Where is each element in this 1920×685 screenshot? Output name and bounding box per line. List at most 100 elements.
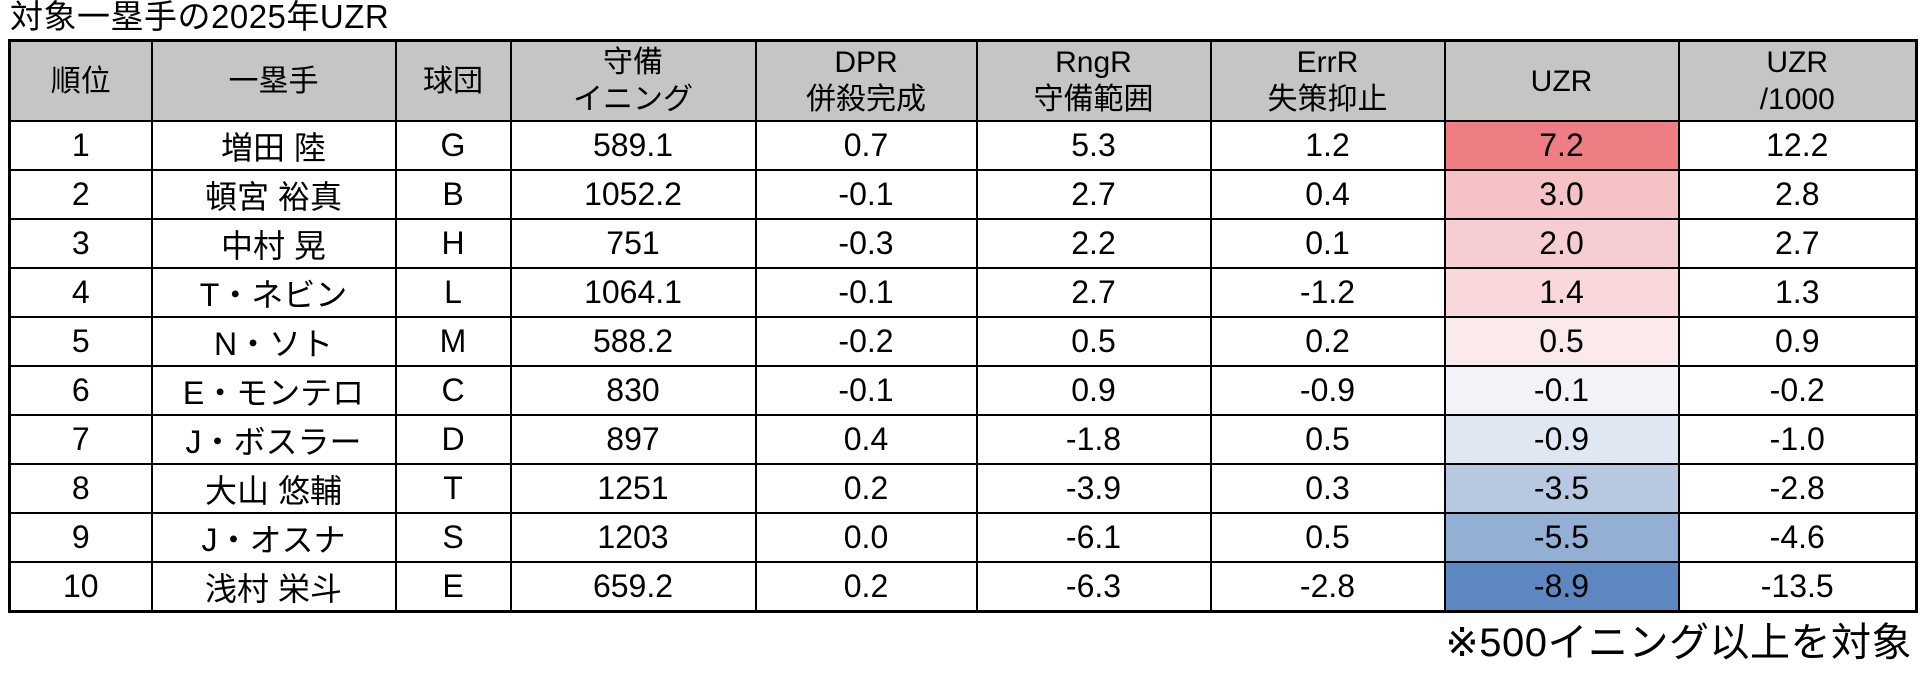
header-line1: RngR: [1055, 46, 1132, 79]
cell-rank: 6: [8, 365, 153, 416]
column-header-uzr: UZR: [1443, 39, 1680, 122]
cell-rank: 5: [8, 316, 153, 367]
cell-dpr: 0.7: [754, 120, 978, 171]
cell-innings: 830: [509, 365, 757, 416]
header-line2: 失策抑止: [1267, 83, 1388, 116]
table-row: 6 E・モンテロ C 830 -0.1 0.9 -0.9 -0.1 -0.2: [8, 365, 1918, 416]
footnote: ※500イニング以上を対象: [1445, 621, 1912, 665]
cell-rngr: 5.3: [975, 120, 1212, 171]
cell-rngr: -6.1: [975, 512, 1212, 563]
header-line1: ErrR: [1296, 46, 1359, 79]
table-row: 10 浅村 栄斗 E 659.2 0.2 -6.3 -2.8 -8.9 -13.5: [8, 561, 1918, 613]
cell-innings: 588.2: [509, 316, 757, 367]
column-header-uzr1000: UZR/1000: [1677, 39, 1918, 122]
header-line1: 一塁手: [228, 64, 319, 98]
cell-uzr: -8.9: [1443, 561, 1680, 613]
cell-team: S: [394, 512, 512, 563]
cell-rngr: 2.7: [975, 267, 1212, 318]
cell-innings: 1064.1: [509, 267, 757, 318]
header-line2: /1000: [1759, 83, 1835, 116]
cell-uzr: -5.5: [1443, 512, 1680, 563]
cell-rngr: 0.9: [975, 365, 1212, 416]
cell-innings: 1203: [509, 512, 757, 563]
cell-rank: 3: [8, 218, 153, 269]
header-row: 順位 一塁手 球団 守備 イニング DPR 併殺完成 RngR 守備範囲 ErrR 失策抑止 UZR U…: [8, 39, 1918, 122]
cell-errr: 0.4: [1209, 169, 1446, 220]
column-header-rngr: RngR 守備範囲: [975, 39, 1212, 122]
cell-innings: 1251: [509, 463, 757, 514]
cell-player: T・ネビン: [150, 267, 397, 318]
table-row: 2 頓宮 裕真 B 1052.2 -0.1 2.7 0.4 3.0 2.8: [8, 169, 1918, 220]
cell-errr: 1.2: [1209, 120, 1446, 171]
cell-uzr: 1.4: [1443, 267, 1680, 318]
header-line1: UZR: [1766, 46, 1829, 79]
cell-team: H: [394, 218, 512, 269]
cell-errr: -2.8: [1209, 561, 1446, 613]
cell-errr: 0.2: [1209, 316, 1446, 367]
cell-team: E: [394, 561, 512, 613]
cell-innings: 897: [509, 414, 757, 465]
cell-rngr: -6.3: [975, 561, 1212, 613]
cell-player: 浅村 栄斗: [150, 561, 397, 613]
header-line1: UZR: [1530, 64, 1593, 98]
cell-errr: 0.5: [1209, 512, 1446, 563]
cell-errr: -0.9: [1209, 365, 1446, 416]
cell-team: C: [394, 365, 512, 416]
cell-uzr1000: 0.9: [1677, 316, 1918, 367]
column-header-errr: ErrR 失策抑止: [1209, 39, 1446, 122]
cell-dpr: 0.4: [754, 414, 978, 465]
header-line2: 守備範囲: [1033, 83, 1154, 116]
cell-uzr1000: 12.2: [1677, 120, 1918, 171]
cell-uzr: -0.1: [1443, 365, 1680, 416]
cell-player: 頓宮 裕真: [150, 169, 397, 220]
cell-uzr1000: 2.8: [1677, 169, 1918, 220]
table-row: 8 大山 悠輔 T 1251 0.2 -3.9 0.3 -3.5 -2.8: [8, 463, 1918, 514]
cell-player: 中村 晃: [150, 218, 397, 269]
table-row: 4 T・ネビン L 1064.1 -0.1 2.7 -1.2 1.4 1.3: [8, 267, 1918, 318]
table-row: 7 J・ボスラー D 897 0.4 -1.8 0.5 -0.9 -1.0: [8, 414, 1918, 465]
cell-dpr: -0.3: [754, 218, 978, 269]
table-row: 3 中村 晃 H 751 -0.3 2.2 0.1 2.0 2.7: [8, 218, 1918, 269]
cell-rngr: 2.7: [975, 169, 1212, 220]
cell-rank: 4: [8, 267, 153, 318]
cell-innings: 659.2: [509, 561, 757, 613]
cell-player: J・オスナ: [150, 512, 397, 563]
cell-rngr: -1.8: [975, 414, 1212, 465]
cell-errr: 0.5: [1209, 414, 1446, 465]
cell-rngr: 2.2: [975, 218, 1212, 269]
cell-uzr: -0.9: [1443, 414, 1680, 465]
header-line1: 球団: [423, 64, 483, 98]
table-row: 1 増田 陸 G 589.1 0.7 5.3 1.2 7.2 12.2: [8, 120, 1918, 171]
cell-player: 増田 陸: [150, 120, 397, 171]
cell-dpr: -0.1: [754, 169, 978, 220]
cell-innings: 751: [509, 218, 757, 269]
cell-dpr: -0.2: [754, 316, 978, 367]
header-line1: 守備: [603, 46, 663, 79]
table-row: 9 J・オスナ S 1203 0.0 -6.1 0.5 -5.5 -4.6: [8, 512, 1918, 563]
cell-team: M: [394, 316, 512, 367]
cell-rank: 8: [8, 463, 153, 514]
cell-dpr: -0.1: [754, 365, 978, 416]
table-row: 5 N・ソト M 588.2 -0.2 0.5 0.2 0.5 0.9: [8, 316, 1918, 367]
header-line2: イニング: [573, 83, 693, 116]
cell-team: B: [394, 169, 512, 220]
header-line2: 併殺完成: [806, 83, 926, 116]
column-header-rank: 順位: [8, 39, 153, 122]
cell-uzr1000: -13.5: [1677, 561, 1918, 613]
cell-rngr: 0.5: [975, 316, 1212, 367]
column-header-dpr: DPR 併殺完成: [754, 39, 978, 122]
cell-uzr1000: -4.6: [1677, 512, 1918, 563]
cell-rank: 1: [8, 120, 153, 171]
cell-uzr: 3.0: [1443, 169, 1680, 220]
cell-uzr1000: -0.2: [1677, 365, 1918, 416]
table-body: 1 増田 陸 G 589.1 0.7 5.3 1.2 7.2 12.2 2 頓宮 裕真 B 1052.2…: [8, 120, 1918, 613]
column-header-innings: 守備 イニング: [509, 39, 757, 122]
header-line1: 順位: [50, 64, 111, 98]
cell-errr: 0.3: [1209, 463, 1446, 514]
page-title: 対象一塁手の2025年UZR: [10, 0, 390, 35]
cell-uzr: 2.0: [1443, 218, 1680, 269]
cell-uzr: 7.2: [1443, 120, 1680, 171]
cell-rank: 7: [8, 414, 153, 465]
cell-rank: 10: [8, 561, 153, 613]
